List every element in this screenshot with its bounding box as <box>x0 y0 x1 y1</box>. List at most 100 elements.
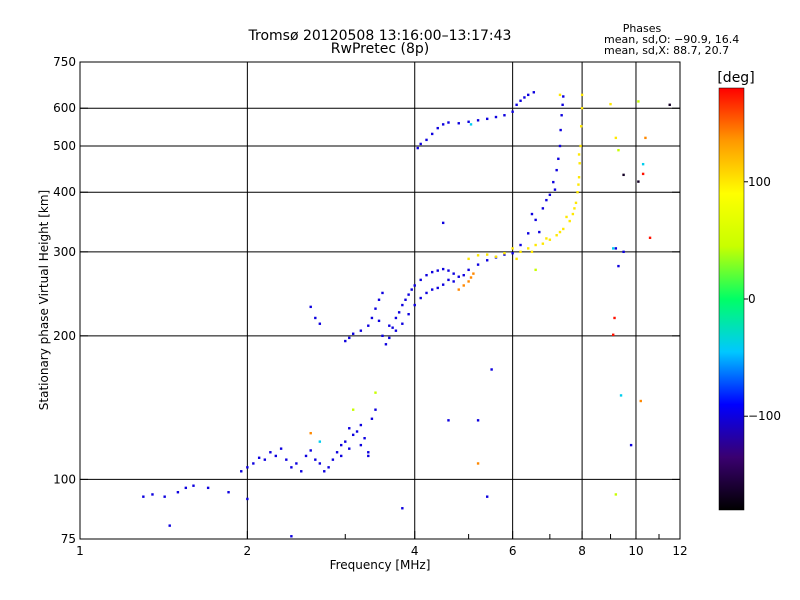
y-axis: 75 100 200 300 400 500 600 750 <box>53 55 680 546</box>
data-point <box>391 326 394 329</box>
data-point <box>532 91 536 94</box>
data-point <box>457 122 460 125</box>
data-point <box>285 458 288 461</box>
data-point <box>363 437 366 440</box>
data-point <box>530 250 534 254</box>
plot-frame <box>79 61 681 540</box>
data-point <box>348 447 351 450</box>
data-point <box>425 291 428 295</box>
data-point <box>527 247 530 250</box>
data-point <box>401 303 404 307</box>
data-point <box>622 250 625 254</box>
data-point <box>447 419 450 422</box>
data-point <box>404 298 407 301</box>
data-point <box>612 247 615 250</box>
data-point <box>416 146 419 150</box>
data-point <box>419 142 422 146</box>
data-point <box>613 316 616 320</box>
x-tick-label: 6 <box>509 544 517 558</box>
y-tick-label: 100 <box>53 472 76 486</box>
data-point <box>410 288 413 291</box>
data-point <box>430 288 434 291</box>
phase-legend-title: Phases <box>623 22 662 35</box>
data-point <box>274 454 278 458</box>
data-point <box>430 132 434 136</box>
data-point <box>359 423 363 427</box>
data-point <box>394 329 398 332</box>
data-point <box>309 449 312 452</box>
data-point <box>553 188 557 191</box>
chart-title: Tromsø 20120508 13:16:00–13:17:43 <box>248 28 512 44</box>
data-point <box>340 454 343 458</box>
data-point <box>227 491 230 494</box>
data-point <box>407 312 410 316</box>
data-point <box>609 102 612 106</box>
data-point <box>617 148 620 152</box>
data-point <box>374 408 377 411</box>
data-point <box>614 136 618 140</box>
data-point <box>351 332 355 335</box>
data-point <box>344 339 347 343</box>
data-point <box>561 103 564 107</box>
data-point <box>246 497 249 501</box>
data-point <box>565 215 568 219</box>
data-point <box>641 172 645 176</box>
x-tick-label: 10 <box>628 544 643 558</box>
data-point <box>240 470 243 473</box>
data-points <box>142 91 671 538</box>
data-point <box>614 247 618 250</box>
data-point <box>485 117 489 121</box>
data-point <box>314 316 317 320</box>
phase-legend-x: mean, sd,X: 88.7, 20.7 <box>604 44 729 57</box>
data-point <box>617 264 620 268</box>
data-point <box>335 451 339 454</box>
data-point <box>447 121 450 124</box>
y-tick-label: 600 <box>53 101 76 115</box>
data-point <box>447 278 450 282</box>
data-point <box>323 470 326 473</box>
data-point <box>318 440 322 443</box>
data-point <box>401 507 404 510</box>
data-point <box>367 324 370 327</box>
data-point <box>644 136 647 140</box>
data-point <box>151 493 154 496</box>
data-point <box>355 430 359 433</box>
x-tick-label: 2 <box>244 544 252 558</box>
colorbar-ticks: 100 0 −100 <box>744 175 781 423</box>
data-point <box>163 495 166 498</box>
data-point <box>485 259 489 262</box>
data-point <box>441 123 445 126</box>
data-point <box>351 408 355 411</box>
data-point <box>370 316 374 320</box>
data-point <box>580 107 584 110</box>
data-point <box>263 458 267 461</box>
colorbar: [deg] 100 0 −100 <box>717 70 781 511</box>
data-point <box>629 443 633 447</box>
data-point <box>176 491 180 494</box>
data-point <box>637 180 640 183</box>
colorbar-tick-label: 100 <box>748 175 771 189</box>
data-point <box>359 329 363 332</box>
data-point <box>462 273 465 277</box>
data-point <box>579 144 582 148</box>
data-point <box>639 399 642 403</box>
data-point <box>340 443 343 447</box>
data-point <box>425 273 428 277</box>
data-point <box>541 207 545 210</box>
data-point <box>351 433 355 437</box>
data-point <box>614 493 618 496</box>
data-point <box>534 218 537 222</box>
data-point <box>394 316 398 320</box>
data-point <box>485 495 489 498</box>
data-point <box>279 447 283 450</box>
chart-subtitle: RwPretec (8p) <box>331 41 429 57</box>
data-point <box>637 100 640 103</box>
data-point <box>577 176 581 179</box>
data-point <box>370 417 374 420</box>
data-point <box>490 368 493 371</box>
data-point <box>511 252 514 255</box>
y-tick-label: 500 <box>53 139 76 153</box>
data-point <box>452 272 455 275</box>
data-point <box>388 336 391 340</box>
colorbar-tick-label: 0 <box>748 292 756 306</box>
